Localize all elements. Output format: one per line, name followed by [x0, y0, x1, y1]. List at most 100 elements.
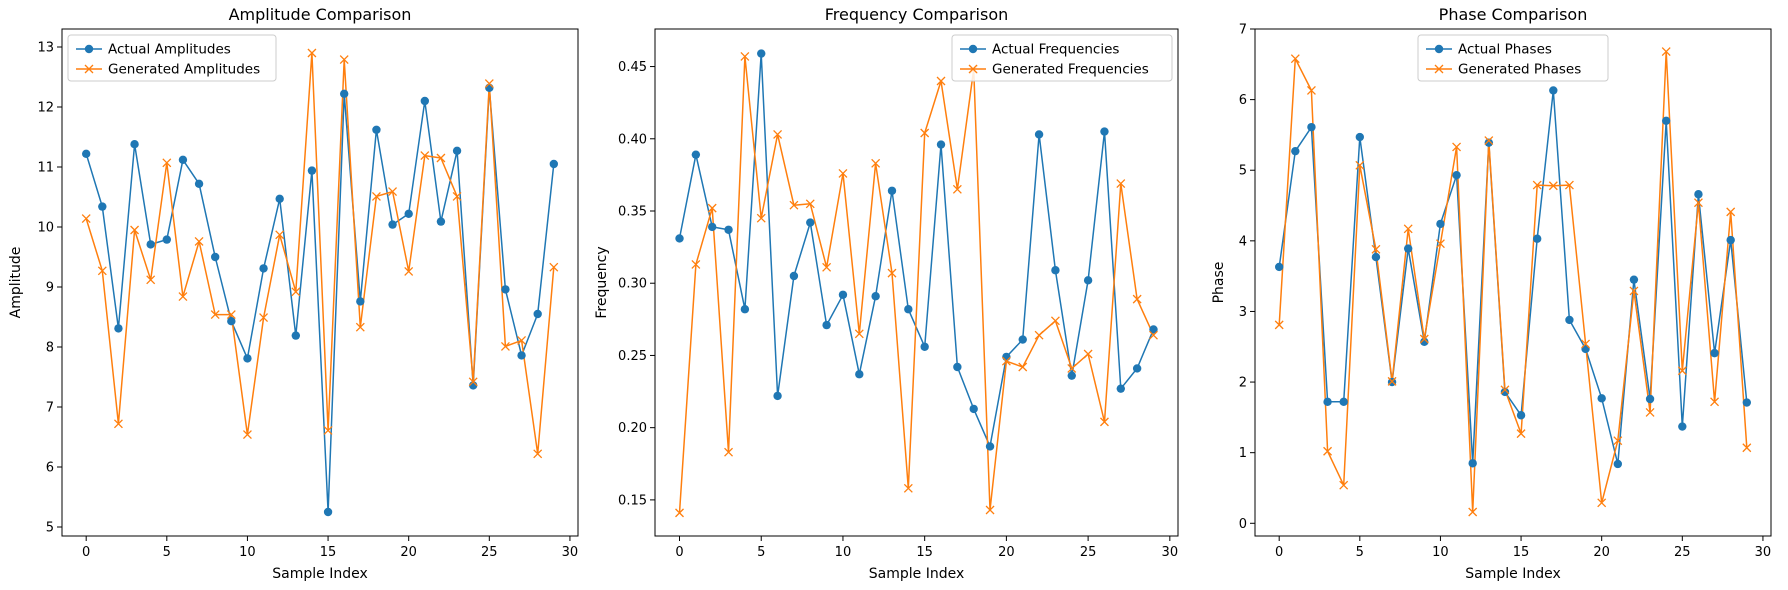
- data-point-generated: [1693, 198, 1703, 208]
- x-tick-label: 25: [481, 545, 498, 560]
- y-tick-label: 0: [1239, 517, 1247, 532]
- x-axis-label: Sample Index: [1465, 566, 1560, 582]
- data-point-generated: [259, 313, 269, 323]
- data-point-actual: [953, 362, 962, 372]
- data-point-generated: [707, 203, 717, 213]
- data-point-actual: [1516, 411, 1526, 420]
- x-tick-label: 5: [757, 545, 765, 560]
- chart-title: Phase Comparison: [1439, 5, 1588, 24]
- data-point-actual: [517, 351, 526, 360]
- legend-label: Actual Amplitudes: [108, 42, 231, 58]
- legend-marker: [968, 64, 978, 74]
- y-tick-label: 0.40: [618, 132, 647, 147]
- y-tick-label: 6: [1239, 93, 1247, 108]
- x-tick-label: 30: [1162, 545, 1179, 560]
- data-point-actual: [372, 125, 381, 134]
- data-point-generated: [162, 158, 172, 168]
- data-point-generated: [1274, 320, 1284, 330]
- data-point-actual: [485, 83, 494, 93]
- data-point-actual: [420, 96, 430, 106]
- legend: Actual Phases Generated Phases: [1417, 34, 1609, 82]
- y-tick-label: 0.20: [618, 421, 647, 436]
- data-point-actual: [1678, 422, 1687, 431]
- y-tick-label: 1: [1239, 446, 1247, 461]
- data-point-generated: [210, 310, 220, 320]
- data-point-generated: [226, 310, 236, 320]
- y-tick-label: 6: [46, 461, 54, 476]
- data-point-actual: [1403, 244, 1413, 253]
- y-tick-label: 3: [1239, 305, 1247, 320]
- x-tick-label: 10: [835, 545, 852, 560]
- data-point-generated: [773, 129, 783, 139]
- legend-item: Actual Phases: [1426, 42, 1552, 58]
- y-tick-label: 0.45: [618, 60, 647, 75]
- data-point-generated: [1290, 54, 1300, 64]
- data-point-generated: [291, 287, 301, 297]
- series-line-actual: [85, 87, 555, 513]
- data-point-actual: [1565, 315, 1574, 325]
- legend-marker: [1434, 44, 1444, 54]
- data-point-generated: [1726, 207, 1736, 217]
- y-tick-label: 9: [46, 281, 54, 296]
- legend-marker: [84, 64, 94, 74]
- y-tick-label: 13: [37, 41, 54, 56]
- data-point-generated: [484, 79, 494, 89]
- data-point-actual: [356, 297, 365, 306]
- data-point-actual: [1371, 252, 1381, 262]
- data-point-actual: [1532, 234, 1542, 243]
- data-point-actual: [920, 342, 929, 351]
- data-point-actual: [904, 305, 913, 314]
- data-point-actual: [1484, 138, 1494, 147]
- data-point-generated: [1050, 316, 1060, 326]
- plot-frame: [1254, 28, 1772, 537]
- data-point-generated: [1034, 330, 1044, 340]
- data-point-generated: [1339, 480, 1349, 490]
- legend-label: Actual Phases: [1458, 42, 1552, 58]
- data-point-generated: [339, 55, 349, 65]
- data-point-generated: [1661, 47, 1671, 57]
- data-point-generated: [1099, 417, 1109, 427]
- data-point-generated: [805, 199, 815, 209]
- data-point-actual: [323, 507, 333, 517]
- data-point-generated: [1149, 330, 1158, 340]
- data-point-generated: [1516, 429, 1526, 439]
- data-point-actual: [773, 391, 782, 401]
- data-point-actual: [404, 209, 413, 218]
- data-point-generated: [1001, 356, 1011, 366]
- data-point-generated: [1083, 349, 1093, 359]
- x-tick-label: 25: [1080, 545, 1097, 560]
- data-point-generated: [854, 329, 864, 339]
- data-point-generated: [1613, 436, 1623, 446]
- data-point-generated: [756, 213, 766, 223]
- data-point-actual: [1291, 146, 1300, 156]
- data-point-actual: [1581, 344, 1590, 354]
- x-tick-label: 0: [675, 545, 683, 560]
- data-point-generated: [517, 335, 527, 345]
- data-point-actual: [1645, 394, 1655, 404]
- data-point-actual: [1436, 219, 1445, 229]
- legend-label: Generated Amplitudes: [108, 62, 260, 78]
- series-line-generated: [1278, 50, 1748, 513]
- chart-panel-3: Phase Comparison 0 5 10 15 20 25 30 0 1 2 3 4 5 6 7 Samp…: [1211, 5, 1772, 582]
- y-tick-label: 5: [1239, 164, 1247, 179]
- x-tick-label: 15: [916, 545, 933, 560]
- x-tick-label: 10: [239, 545, 256, 560]
- legend-item: Generated Frequencies: [960, 62, 1149, 78]
- x-tick-label: 10: [1432, 545, 1449, 560]
- data-point-actual: [549, 159, 559, 169]
- legend-marker: [84, 44, 94, 54]
- data-point-actual: [806, 218, 815, 227]
- x-tick-label: 15: [1513, 545, 1530, 560]
- legend-marker: [968, 44, 978, 54]
- y-axis-label: Phase: [1211, 262, 1227, 304]
- series-line-actual: [678, 52, 1155, 448]
- data-point-actual: [1034, 130, 1044, 139]
- data-point-generated: [178, 292, 188, 302]
- data-point-generated: [1677, 366, 1687, 376]
- x-tick-label: 25: [1674, 545, 1691, 560]
- data-point-generated: [81, 214, 91, 224]
- data-point-generated: [1403, 224, 1413, 234]
- x-tick-label: 20: [400, 545, 417, 560]
- data-point-generated: [1645, 407, 1655, 417]
- data-point-generated: [549, 262, 559, 272]
